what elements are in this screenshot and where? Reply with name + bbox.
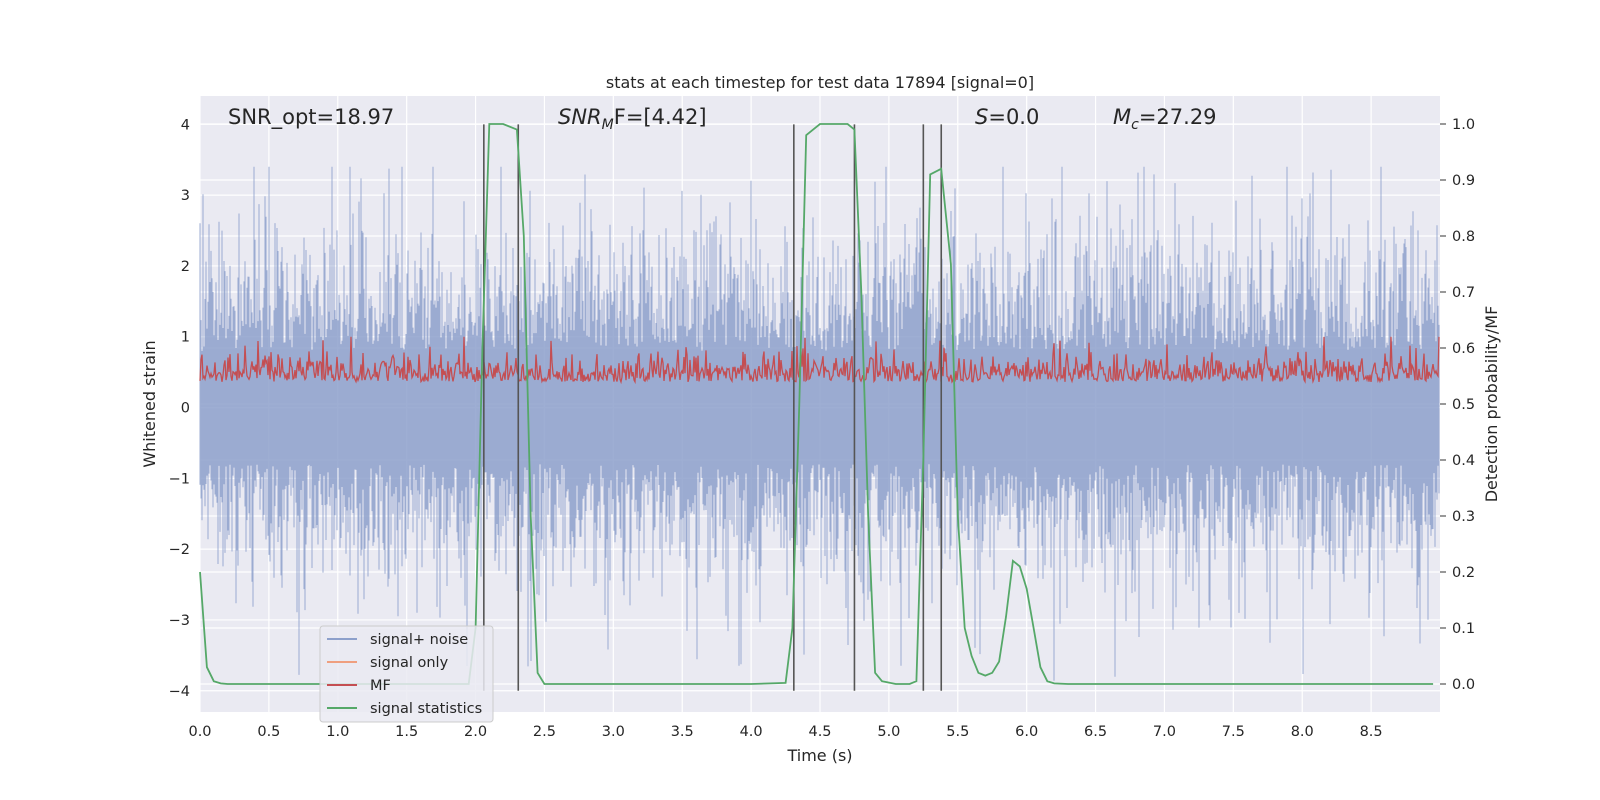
y-right-tick-label: 1.0 <box>1452 117 1475 133</box>
x-tick-label: 5.5 <box>946 724 969 740</box>
y-tick-label: 0 <box>181 401 190 417</box>
snr-mf-main: SNR <box>558 105 602 129</box>
y-right-tick-label: 0.9 <box>1452 173 1475 189</box>
x-tick-label: 4.5 <box>808 724 831 740</box>
legend-label-mf: MF <box>370 678 391 694</box>
legend-label-signal-noise: signal+ noise <box>370 632 468 648</box>
mc-rest: =27.29 <box>1139 105 1217 129</box>
s-annotation: S=0.0 <box>975 105 1039 129</box>
x-tick-label: 3.0 <box>602 724 625 740</box>
mc-main: M <box>1113 105 1131 129</box>
y-tick-label: −2 <box>169 542 190 558</box>
mf-series <box>199 336 1440 385</box>
y-axis-ticks: 4 3 2 1 0 −1 −2 −3 −4 <box>169 117 190 699</box>
y-right-tick-label: 0.4 <box>1452 453 1475 469</box>
y-right-tick-label: 0.3 <box>1452 509 1475 525</box>
mc-sub: c <box>1131 117 1139 133</box>
s-main: S <box>975 105 988 129</box>
y-tick-label: −3 <box>169 613 190 629</box>
x-tick-label: 0.0 <box>188 724 211 740</box>
y-right-tick-label: 0.8 <box>1452 229 1475 245</box>
x-axis-ticks: 0.0 0.5 1.0 1.5 2.0 2.5 3.0 3.5 4.0 4.5 5.0 5.5 6.0 6… <box>188 724 1382 740</box>
y-right-tick-label: 0.7 <box>1452 285 1475 301</box>
signal-noise-series <box>199 166 1440 681</box>
y-right-tick-label: 0.2 <box>1452 565 1475 581</box>
x-tick-label: 6.5 <box>1084 724 1107 740</box>
snr-opt-annotation: SNR_opt=18.97 <box>228 105 394 130</box>
signal-noise-trace <box>199 166 1440 681</box>
x-tick-label: 5.0 <box>877 724 900 740</box>
y-right-tick-label: 0.0 <box>1452 677 1475 693</box>
x-tick-label: 8.0 <box>1291 724 1314 740</box>
y-tick-label: 3 <box>181 188 190 204</box>
x-tick-label: 2.5 <box>533 724 556 740</box>
x-tick-label: 7.5 <box>1222 724 1245 740</box>
x-tick-label: 3.5 <box>671 724 694 740</box>
x-tick-label: 2.0 <box>464 724 487 740</box>
x-tick-label: 4.0 <box>740 724 763 740</box>
y-axis-right-ticks: 1.0 0.9 0.8 0.7 0.6 0.5 0.4 0.3 0.2 0.1 0.0 <box>1440 117 1475 693</box>
y-tick-label: 1 <box>181 330 190 346</box>
y-right-tick-label: 0.6 <box>1452 341 1475 357</box>
mf-trace <box>199 336 1440 385</box>
legend-label-signal-statistics: signal statistics <box>370 701 482 717</box>
x-tick-label: 0.5 <box>257 724 280 740</box>
x-tick-label: 1.5 <box>395 724 418 740</box>
legend: signal+ noise signal only MF signal stat… <box>319 625 494 723</box>
snr-mf-sub: M <box>602 117 614 133</box>
x-tick-label: 6.0 <box>1015 724 1038 740</box>
signal-statistics-line <box>199 123 1434 685</box>
y-tick-label: 4 <box>181 117 190 133</box>
legend-label-signal-only: signal only <box>370 655 449 671</box>
y-right-tick-label: 0.5 <box>1452 397 1475 413</box>
snr-mf-annotation: SNRMF=[4.42] <box>558 105 707 133</box>
snr-mf-rest: F=[4.42] <box>614 105 707 129</box>
x-axis-label: Time (s) <box>786 746 852 765</box>
y-tick-label: −1 <box>169 471 190 487</box>
y-axis-right-label: Detection probability/MF <box>1482 306 1501 503</box>
y-tick-label: −4 <box>169 684 190 700</box>
x-tick-label: 8.5 <box>1360 724 1383 740</box>
y-right-tick-label: 0.1 <box>1452 621 1475 637</box>
mc-annotation: Mc=27.29 <box>1113 105 1217 133</box>
y-tick-label: 2 <box>181 259 190 275</box>
legend-box <box>319 625 494 723</box>
x-tick-label: 1.0 <box>326 724 349 740</box>
y-axis-label: Whitened strain <box>140 340 159 467</box>
x-tick-label: 7.0 <box>1153 724 1176 740</box>
chart-title: stats at each timestep for test data 178… <box>606 73 1034 92</box>
s-rest: =0.0 <box>988 105 1039 129</box>
